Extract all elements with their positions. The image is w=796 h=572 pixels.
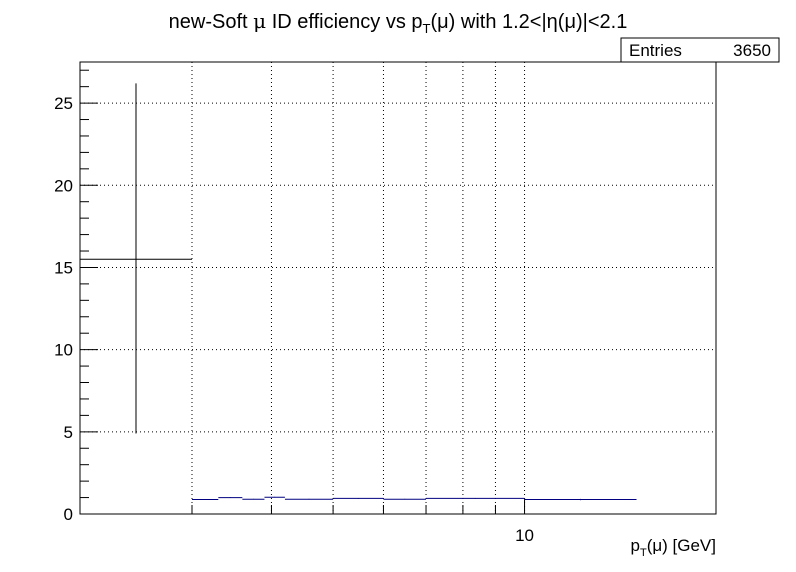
xlabel-suffix: (μ) [GeV]	[647, 536, 716, 555]
data-point	[264, 496, 285, 498]
title-mu: μ	[253, 9, 266, 33]
data-point	[218, 497, 243, 499]
title-middle: ID efficiency vs p	[266, 11, 422, 33]
y-tick-label: 20	[54, 176, 73, 195]
stats-entries-label: Entries	[629, 41, 682, 60]
data-point	[191, 499, 219, 501]
data-point	[383, 498, 427, 500]
stats-entries-value: 3650	[733, 41, 771, 60]
chart-title: new-Soft μ ID efficiency vs pT(μ) with 1…	[169, 9, 628, 36]
xlabel-prefix: p	[630, 536, 639, 555]
data-point	[333, 497, 384, 499]
stats-box: Entries 3650	[620, 37, 780, 63]
y-axis: 0 5 10 15 20 25	[54, 69, 98, 524]
y-tick-label: 15	[54, 258, 73, 277]
data-point	[524, 498, 637, 501]
x-tick-label: 10	[515, 526, 534, 545]
data-point	[80, 83, 192, 434]
data-point	[426, 497, 525, 499]
plot-frame	[79, 61, 717, 515]
data-point	[284, 498, 334, 500]
y-tick-label: 25	[54, 94, 73, 113]
title-after-sub: (μ) with 1.2<|η(μ)|<2.1	[430, 11, 627, 33]
title-prefix: new-Soft	[169, 11, 253, 33]
x-axis: 10	[191, 498, 717, 545]
grid-lines	[80, 62, 717, 514]
data-point	[242, 498, 265, 500]
y-tick-label: 10	[54, 341, 73, 360]
xlabel-sub: T	[640, 547, 647, 559]
title-sub: T	[423, 21, 431, 36]
y-tick-label: 5	[64, 423, 73, 442]
data-series	[80, 83, 637, 501]
y-tick-label: 0	[64, 505, 73, 524]
x-axis-label: pT(μ) [GeV]	[630, 536, 716, 559]
